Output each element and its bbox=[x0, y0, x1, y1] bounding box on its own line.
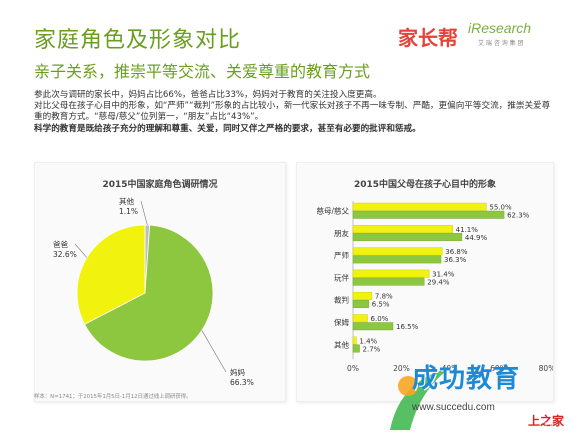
pie-label-value-2: 1.1% bbox=[119, 207, 138, 216]
bar-6-series-0 bbox=[352, 336, 357, 345]
sample-footnote: 样本：N=1741；于2015年1月5日-1月12日通过线上调研获得。 bbox=[34, 394, 192, 400]
bar-0-series-0 bbox=[352, 202, 487, 211]
bar-4-series-1 bbox=[352, 299, 369, 308]
iresearch-logo: iResearch bbox=[468, 20, 532, 36]
bar-1-series-0 bbox=[352, 225, 453, 233]
bar-value-label-1-1: 44.9% bbox=[465, 234, 488, 242]
summary-paragraph-2: 对比父母在孩子心目中的形象，如“严师”“裁判”形象的占比较小，新一代家长对孩子不… bbox=[34, 101, 551, 123]
bar-value-label-6-0: 1.4% bbox=[359, 337, 377, 345]
bar-value-label-4-0: 7.8% bbox=[375, 293, 393, 301]
bar-chart: 0% 20% 40% 60% 80% 慈母/慈父 55.0%62.3% 朋友 41.1%44.9… bbox=[316, 201, 555, 373]
bar-x-tick-2: 40% bbox=[442, 364, 459, 373]
bar-value-label-6-1: 2.7% bbox=[363, 345, 381, 353]
page-title: 家庭角色及形象对比 bbox=[34, 28, 242, 53]
pie-chart-title: 2015中国家庭角色调研情况 bbox=[102, 180, 218, 190]
bar-value-label-3-1: 29.4% bbox=[427, 278, 450, 286]
pie-slice-1 bbox=[76, 224, 146, 325]
bar-category-label-1: 朋友 bbox=[334, 228, 349, 238]
watermark-brand: 上之家 bbox=[528, 414, 565, 428]
pie-label-name-0: 妈妈 bbox=[230, 367, 245, 377]
bar-category-label-5: 保姆 bbox=[334, 317, 349, 327]
watermark-url: www.succedu.com bbox=[412, 402, 495, 413]
bar-x-tick-4: 80% bbox=[539, 364, 553, 373]
pie-leader-line-0 bbox=[201, 330, 227, 373]
bar-5-series-0 bbox=[352, 314, 368, 323]
bar-2-series-1 bbox=[352, 255, 442, 264]
pie-label-name-1: 爸爸 bbox=[53, 239, 68, 249]
bar-0-series-1 bbox=[352, 210, 505, 219]
bar-category-label-6: 其他 bbox=[334, 339, 349, 349]
bar-chart-card: 2015中国父母在孩子心目中的形象 0% 20% 40% 60% 80% 慈母/慈父 55.… bbox=[296, 162, 555, 402]
bar-value-label-5-1: 16.5% bbox=[396, 323, 419, 331]
bar-4-series-0 bbox=[352, 291, 373, 300]
pie-leader-line-2 bbox=[140, 200, 148, 226]
bar-1-series-1 bbox=[352, 233, 463, 242]
pie-label-value-0: 66.3% bbox=[230, 378, 254, 387]
bar-value-label-0-0: 55.0% bbox=[489, 204, 512, 212]
summary-text: 参此次与调研的家长中，妈妈占比66%，爸爸占比33%，妈妈对于教育的关注投入度更… bbox=[34, 90, 554, 135]
bar-value-label-5-0: 6.0% bbox=[371, 315, 389, 323]
iresearch-logo-subtitle: 艾 瑞 咨 询 集 团 bbox=[478, 40, 524, 47]
bar-value-label-0-1: 62.3% bbox=[507, 212, 530, 220]
bar-3-series-1 bbox=[352, 277, 425, 286]
bar-value-label-2-1: 36.3% bbox=[444, 256, 467, 264]
bar-chart-title: 2015中国父母在孩子心目中的形象 bbox=[353, 180, 497, 190]
page-number: 13 bbox=[544, 422, 552, 429]
bar-x-tick-0: 0% bbox=[347, 364, 359, 373]
summary-paragraph-1: 参此次与调研的家长中，妈妈占比66%，爸爸占比33%，妈妈对于教育的关注投入度更… bbox=[34, 90, 382, 100]
bar-category-label-4: 裁判 bbox=[334, 295, 349, 305]
bar-x-tick-1: 20% bbox=[393, 364, 410, 373]
bar-value-label-4-1: 6.5% bbox=[372, 301, 390, 309]
pie-leader-line-1 bbox=[74, 243, 88, 258]
pie-chart-card: 2015中国家庭角色调研情况 妈妈 66.3% 爸爸 32.6% 其他 1.1% bbox=[34, 162, 286, 402]
pie-label-value-1: 32.6% bbox=[53, 250, 77, 259]
bar-3-series-0 bbox=[352, 269, 430, 278]
bar-value-label-2-0: 36.8% bbox=[445, 248, 468, 256]
page-subtitle: 亲子关系，推崇平等交流、关爱尊重的教育方式 bbox=[34, 62, 371, 81]
bar-6-series-1 bbox=[352, 344, 360, 353]
bar-value-label-1-0: 41.1% bbox=[456, 226, 479, 234]
bar-2-series-0 bbox=[352, 247, 443, 256]
bar-category-label-2: 严师 bbox=[334, 250, 349, 260]
bar-category-label-3: 玩伴 bbox=[334, 272, 349, 282]
jiazhangbang-logo: 家长帮 bbox=[398, 26, 458, 50]
watermark-text: 成功教育 bbox=[412, 364, 521, 394]
bar-x-tick-3: 60% bbox=[490, 364, 507, 373]
summary-paragraph-3: 科学的教育是既给孩子充分的理解和尊重、关爱，同时又伴之严格的要求，甚至有必要的批… bbox=[34, 123, 421, 134]
pie-label-name-2: 其他 bbox=[119, 196, 134, 206]
watermark-swoosh-icon bbox=[390, 368, 450, 430]
bar-5-series-1 bbox=[352, 322, 394, 331]
bar-category-label-0: 慈母/慈父 bbox=[316, 206, 349, 216]
bar-value-label-3-0: 31.4% bbox=[432, 270, 455, 278]
